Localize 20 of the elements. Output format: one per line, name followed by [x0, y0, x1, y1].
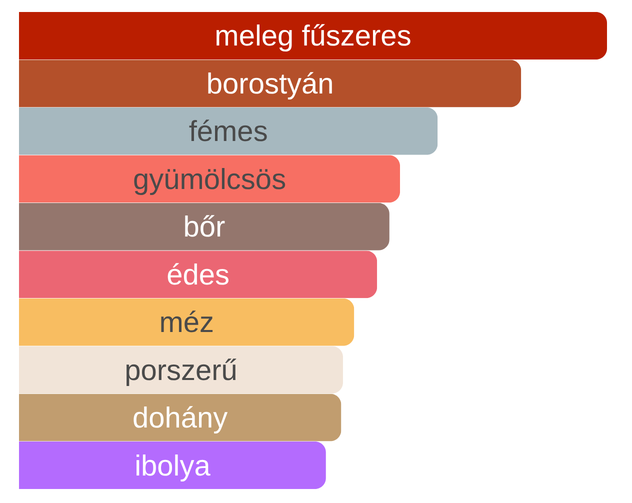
bar: [19, 394, 342, 442]
y-tick-label: porszerű: [124, 354, 238, 387]
bar: [19, 202, 390, 250]
bar: [19, 107, 438, 155]
y-tick-label: dohány: [132, 402, 228, 435]
y-tick-label: méz: [159, 307, 214, 340]
y-tick-label: gyümölcsös: [132, 164, 286, 196]
bar: [19, 155, 400, 203]
bar: [19, 60, 522, 108]
y-tick-label: ibolya: [134, 450, 212, 482]
bar: [19, 298, 354, 346]
bar: [19, 250, 378, 298]
bar: [19, 442, 326, 489]
y-tick-label: édes: [166, 259, 230, 292]
y-tick-label: borostyán: [206, 68, 334, 100]
bar: [19, 12, 607, 60]
y-tick-label: fémes: [188, 116, 268, 148]
bar: [19, 346, 343, 394]
y-tick-label: meleg fűszeres: [214, 20, 412, 53]
y-tick-label: bőr: [183, 212, 226, 244]
